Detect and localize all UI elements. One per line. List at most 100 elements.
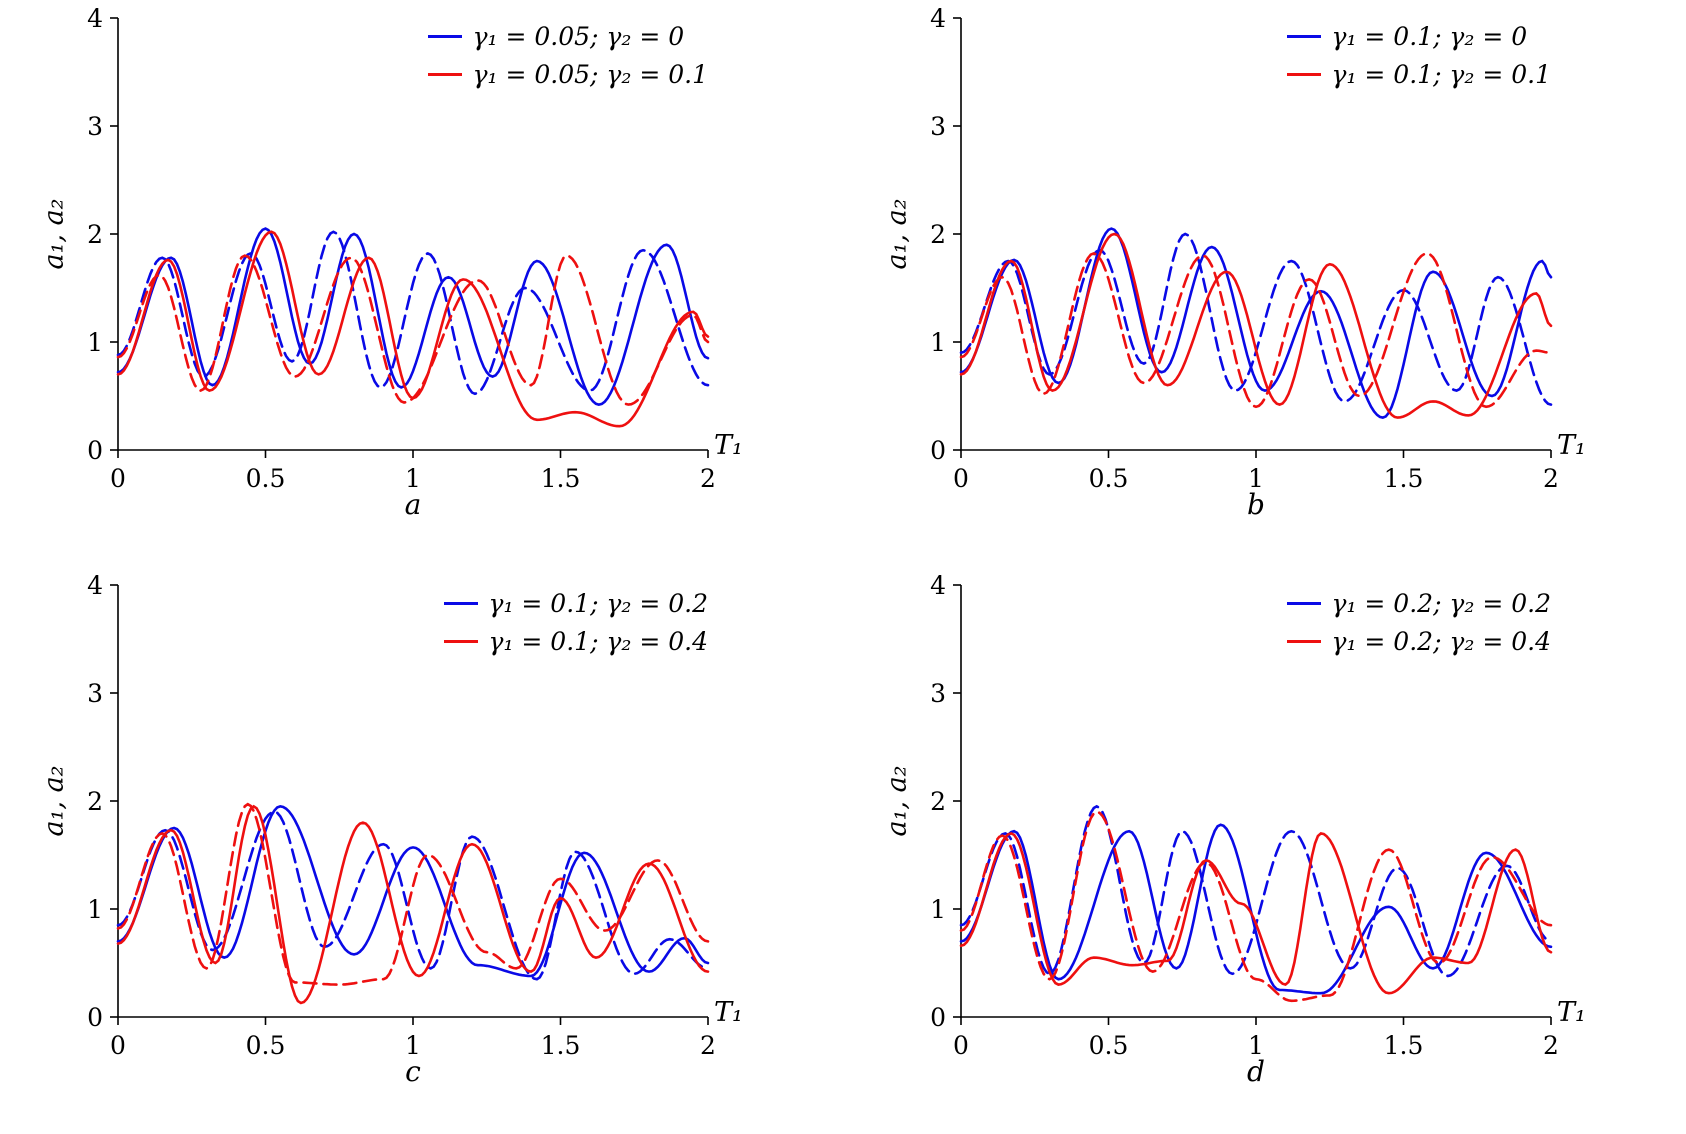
series-c2-red-dashed	[116, 802, 710, 986]
y-tick-label: 4	[930, 4, 946, 33]
x-tick-label: 0	[110, 464, 126, 493]
x-tick-label: 2	[1543, 464, 1559, 493]
plot-area-c: 0 1 2 3 4 0 0.5 1 1.5 2	[87, 571, 716, 1060]
x-tick-label: 1.5	[1384, 1031, 1424, 1060]
series-d2-blue-dashed	[959, 804, 1553, 978]
x-tick-label: 1.5	[1384, 464, 1424, 493]
y-tick-label: 0	[930, 436, 946, 465]
series-d2-red-dashed	[959, 810, 1553, 1003]
legend-line-sample-red	[427, 73, 462, 76]
y-axis-label: a₁, a₂	[881, 765, 913, 837]
legend-line-sample-blue	[1286, 602, 1321, 605]
x-tick-label: 1	[405, 1031, 421, 1060]
y-tick-label: 4	[87, 571, 103, 600]
panel-caption: a	[404, 488, 422, 521]
legend-line-sample-blue	[443, 602, 478, 605]
y-tick-label: 2	[87, 787, 103, 816]
legend-label: γ₁ = 0.1; γ₂ = 0.4	[488, 627, 709, 656]
legend: γ₁ = 0.05; γ₂ = 0 γ₁ = 0.05; γ₂ = 0.1	[427, 22, 708, 89]
y-tick-label: 1	[87, 328, 103, 357]
x-tick-label: 2	[700, 464, 716, 493]
legend: γ₁ = 0.2; γ₂ = 0.2 γ₁ = 0.2; γ₂ = 0.4	[1286, 589, 1552, 656]
x-tick-label: 1.5	[541, 464, 581, 493]
series-a1-blue-solid	[116, 227, 710, 406]
series-b1-red-solid	[959, 232, 1553, 419]
y-tick-label: 2	[87, 220, 103, 249]
y-tick-label: 4	[930, 571, 946, 600]
legend-label: γ₁ = 0.05; γ₂ = 0	[472, 22, 685, 51]
legend-label: γ₁ = 0.1; γ₂ = 0.1	[1331, 60, 1552, 89]
series-a2-red-dashed	[116, 254, 710, 406]
y-tick-label: 3	[87, 112, 103, 141]
panel-d: 0 1 2 3 4 0 0.5 1 1.5 2 a₁, a₂ T₁ γ₁ = 0.2; γ₂ = …	[843, 567, 1686, 1134]
x-tick-label: 0.5	[1089, 1031, 1129, 1060]
legend-line-sample-red	[1286, 73, 1321, 76]
legend-entry: γ₁ = 0.05; γ₂ = 0	[427, 22, 708, 51]
legend-line-sample-red	[443, 640, 478, 643]
y-tick-label: 0	[87, 1003, 103, 1032]
legend-label: γ₁ = 0.1; γ₂ = 0.2	[488, 589, 709, 618]
legend: γ₁ = 0.1; γ₂ = 0.2 γ₁ = 0.1; γ₂ = 0.4	[443, 589, 709, 656]
series-d1-red-solid	[959, 831, 1553, 995]
legend-entry: γ₁ = 0.1; γ₂ = 0	[1286, 22, 1552, 51]
y-tick-label: 4	[87, 4, 103, 33]
y-tick-label: 3	[930, 112, 946, 141]
legend: γ₁ = 0.1; γ₂ = 0 γ₁ = 0.1; γ₂ = 0.1	[1286, 22, 1552, 89]
panel-caption: d	[1247, 1055, 1265, 1088]
x-tick-label: 0.5	[1089, 464, 1129, 493]
series-b2-red-dashed	[959, 252, 1553, 409]
y-tick-label: 1	[930, 328, 946, 357]
x-tick-label: 0	[953, 464, 969, 493]
series-d1-blue-solid	[959, 823, 1553, 995]
y-axis-label: a₁, a₂	[38, 765, 70, 837]
x-tick-label: 0.5	[246, 464, 286, 493]
x-axis-label: T₁	[1557, 430, 1586, 461]
series-c2-blue-dashed	[116, 810, 710, 981]
y-tick-label: 2	[930, 787, 946, 816]
plot-area-b: 0 1 2 3 4 0 0.5 1 1.5 2	[930, 4, 1559, 493]
legend-entry: γ₁ = 0.1; γ₂ = 0.1	[1286, 60, 1552, 89]
plot-area-a: 0 1 2 3 4 0 0.5 1 1.5 2	[87, 4, 716, 493]
legend-entry: γ₁ = 0.2; γ₂ = 0.4	[1286, 627, 1551, 656]
y-tick-label: 0	[87, 436, 103, 465]
y-tick-label: 1	[87, 895, 103, 924]
legend-label: γ₁ = 0.2; γ₂ = 0.2	[1331, 589, 1552, 618]
y-axis-label: a₁, a₂	[38, 198, 70, 270]
legend-entry: γ₁ = 0.2; γ₂ = 0.2	[1286, 589, 1552, 618]
y-tick-label: 2	[930, 220, 946, 249]
x-tick-label: 0	[110, 1031, 126, 1060]
panel-caption: b	[1247, 488, 1265, 521]
y-axis-label: a₁, a₂	[881, 198, 913, 270]
legend-label: γ₁ = 0.05; γ₂ = 0.1	[472, 60, 708, 89]
panel-b: 0 1 2 3 4 0 0.5 1 1.5 2 a₁, a₂ T₁ γ₁ = 0.1; γ₂ = …	[843, 0, 1686, 567]
legend-label: γ₁ = 0.1; γ₂ = 0	[1331, 22, 1528, 51]
x-tick-label: 1	[405, 464, 421, 493]
y-tick-label: 3	[930, 679, 946, 708]
x-tick-label: 1.5	[541, 1031, 581, 1060]
x-tick-label: 0	[953, 1031, 969, 1060]
panel-caption: c	[405, 1055, 421, 1088]
legend-entry: γ₁ = 0.1; γ₂ = 0.2	[443, 589, 709, 618]
panel-a: 0 1 2 3 4 0 0.5 1 1.5 2 a₁, a₂ T₁ γ₁ = 0.05; γ₂ =…	[0, 0, 843, 567]
x-tick-label: 1	[1248, 464, 1264, 493]
x-axis-label: T₁	[714, 997, 743, 1028]
x-axis-label: T₁	[714, 430, 743, 461]
y-tick-label: 3	[87, 679, 103, 708]
x-axis-label: T₁	[1557, 997, 1586, 1028]
legend-entry: γ₁ = 0.1; γ₂ = 0.4	[443, 627, 709, 656]
y-tick-label: 1	[930, 895, 946, 924]
series-c1-red-solid	[116, 804, 710, 1005]
panel-c: 0 1 2 3 4 0 0.5 1 1.5 2 a₁, a₂ T₁ γ₁ = 0.1; γ₂ = …	[0, 567, 843, 1134]
y-tick-label: 0	[930, 1003, 946, 1032]
legend-line-sample-red	[1286, 640, 1321, 643]
plot-area-d: 0 1 2 3 4 0 0.5 1 1.5 2	[930, 571, 1559, 1060]
x-tick-label: 2	[1543, 1031, 1559, 1060]
legend-entry: γ₁ = 0.05; γ₂ = 0.1	[427, 60, 708, 89]
x-tick-label: 2	[700, 1031, 716, 1060]
legend-line-sample-blue	[427, 35, 462, 38]
legend-line-sample-blue	[1286, 35, 1321, 38]
x-tick-label: 1	[1248, 1031, 1264, 1060]
series-b1-blue-solid	[959, 227, 1553, 419]
x-tick-label: 0.5	[246, 1031, 286, 1060]
